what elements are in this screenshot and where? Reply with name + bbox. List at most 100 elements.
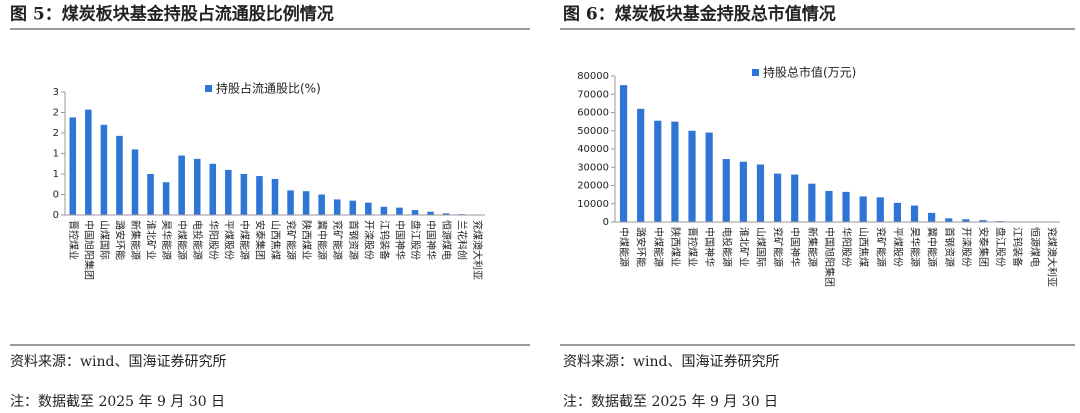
y-tick-label: 2 (53, 128, 59, 139)
x-tick-label: 淮北矿业 (145, 220, 158, 260)
x-tick-label: 兖煤澳大利亚 (1045, 227, 1058, 287)
x-tick-label: 兰花科创 (456, 220, 469, 260)
bar (722, 159, 730, 222)
x-tick-label: 晋控煤业 (686, 227, 699, 267)
x-tick-label: 中国神华 (789, 227, 802, 267)
x-tick-label: 首钢资源 (943, 227, 956, 267)
legend-swatch (752, 69, 759, 76)
x-tick-label: 首钢资源 (347, 220, 360, 260)
bar (193, 158, 201, 215)
y-tick-label: 1 (53, 149, 59, 160)
bar (349, 200, 357, 215)
bar (979, 220, 987, 222)
bar (893, 202, 901, 222)
bar (825, 190, 833, 222)
bar (910, 205, 919, 222)
x-tick-label: 盘江股份 (994, 227, 1007, 267)
x-tick-label: 电投能源 (720, 227, 733, 267)
x-tick-label: 冀中能源 (316, 220, 329, 260)
note: 注：数据截至 2025 年 9 月 30 日 (563, 394, 778, 410)
bar (240, 174, 248, 215)
bar (619, 85, 628, 222)
source: 资料来源：wind、国海证券研究所 (563, 354, 779, 370)
bar (318, 194, 325, 215)
bar (945, 218, 953, 222)
bar (147, 174, 154, 215)
x-tick-label: 中国神华 (425, 220, 438, 260)
bar (876, 197, 884, 222)
chart-title: 图 6：煤炭板块基金持股总市值情况 (563, 4, 836, 25)
x-tick-label: 中国神华 (393, 220, 406, 260)
bar (287, 190, 294, 215)
y-tick-label: 30000 (577, 162, 609, 173)
bar (962, 219, 970, 222)
x-tick-label: 冀中能源 (926, 227, 939, 267)
source: 资料来源：wind、国海证券研究所 (10, 354, 226, 370)
bar (69, 117, 77, 215)
x-tick-label: 新集能源 (806, 227, 819, 267)
bar (774, 173, 782, 222)
x-tick-label: 华阳股份 (840, 227, 853, 267)
x-tick-label: 新集能源 (129, 220, 142, 260)
x-tick-label: 中煤能源 (238, 220, 251, 260)
bar (859, 196, 867, 222)
y-tick-label: 0 (53, 210, 59, 221)
bar (427, 211, 434, 215)
x-tick-label: 华阳股份 (207, 220, 220, 260)
x-tick-label: 中国神华 (703, 227, 716, 267)
x-tick-label: 中煤能源 (176, 220, 189, 260)
bar (209, 163, 217, 215)
bar (380, 206, 388, 215)
x-tick-label: 安泰集团 (977, 227, 990, 267)
bar (85, 109, 92, 215)
legend-swatch (205, 85, 212, 92)
x-tick-label: 恒源煤电 (440, 220, 453, 260)
y-tick-label: 2 (53, 108, 59, 119)
bar (116, 135, 123, 215)
bar (442, 213, 450, 215)
bar (178, 155, 185, 215)
bar (637, 108, 645, 222)
y-tick-label: 0 (53, 190, 59, 201)
x-tick-label: 开滦股份 (362, 220, 375, 260)
bar (162, 182, 170, 215)
bar (333, 199, 341, 215)
y-tick-label: 3 (53, 87, 59, 98)
y-tick-label: 10000 (577, 199, 609, 210)
bar (100, 124, 108, 215)
y-tick-label: 1 (53, 169, 59, 180)
x-tick-label: 平煤股份 (891, 227, 904, 267)
bar (271, 178, 279, 215)
x-tick-label: 电投能源 (191, 220, 204, 260)
x-tick-label: 中煤能源 (652, 227, 665, 267)
x-tick-label: 山西焦煤 (269, 220, 282, 260)
x-tick-label: 兖煤澳大利亚 (471, 220, 484, 280)
x-tick-label: 潞安环能 (113, 220, 126, 260)
x-tick-label: 江钨装备 (378, 220, 391, 260)
y-tick-label: 60000 (577, 108, 609, 119)
x-tick-label: 晋控煤业 (67, 220, 80, 260)
legend-label: 持股总市值(万元) (763, 65, 856, 80)
note: 注：数据截至 2025 年 9 月 30 日 (10, 394, 225, 410)
y-tick-label: 70000 (577, 89, 609, 100)
bar (256, 176, 263, 215)
x-tick-label: 平煤股份 (222, 220, 235, 260)
bar (808, 183, 816, 222)
x-tick-label: 盘江股份 (409, 220, 422, 260)
x-tick-label: 陕西煤业 (300, 220, 313, 260)
y-tick-label: 0 (603, 217, 609, 228)
x-tick-label: 恒源煤电 (1028, 227, 1041, 267)
bar (791, 174, 799, 222)
x-tick-label: 兖矿能源 (874, 227, 887, 267)
bar (688, 130, 696, 222)
bar (225, 169, 232, 215)
x-tick-label: 昊华能源 (160, 220, 173, 260)
y-tick-label: 50000 (577, 126, 609, 137)
x-tick-label: 潞安环能 (635, 227, 648, 267)
x-tick-label: 兖矿能源 (331, 220, 344, 260)
bar (705, 132, 713, 222)
x-tick-label: 陕西煤业 (669, 227, 682, 267)
x-tick-label: 山西焦煤 (857, 227, 870, 267)
y-tick-label: 80000 (577, 71, 609, 82)
x-tick-label: 中国旭阳集团 (823, 227, 836, 287)
